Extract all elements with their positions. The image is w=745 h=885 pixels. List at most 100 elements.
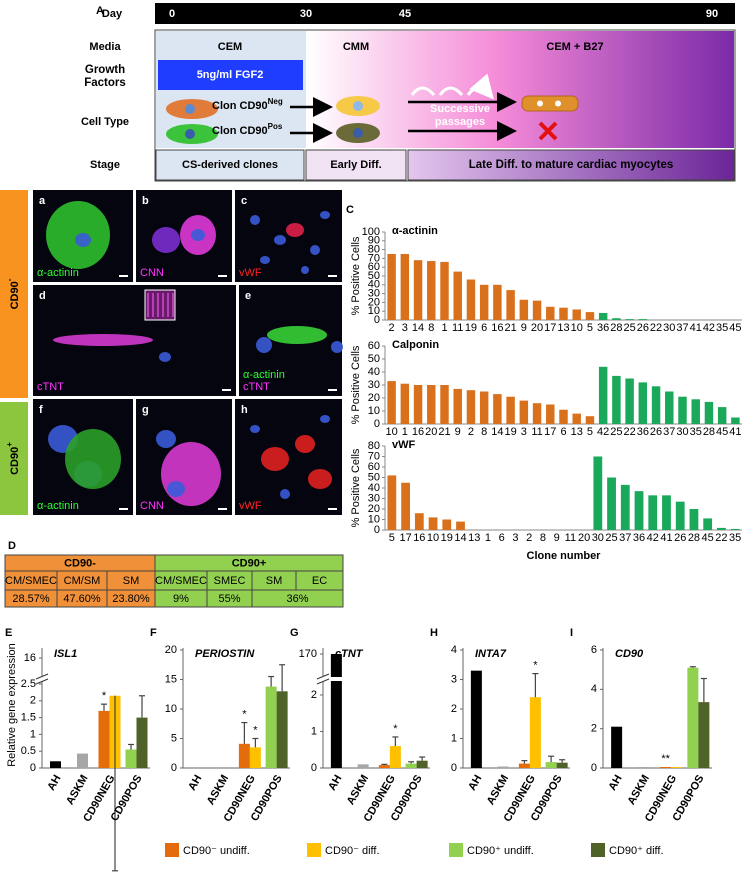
- media-label: CMM: [343, 41, 369, 53]
- bar: [687, 667, 699, 768]
- y-tick-label: 1: [30, 728, 36, 740]
- stage-label: CS-derived clones: [182, 159, 278, 171]
- legend-swatch: [591, 843, 605, 857]
- cell-blob: [320, 211, 330, 219]
- table-column: CM/SMEC: [5, 575, 57, 587]
- bar: [456, 521, 465, 530]
- bar: [665, 391, 674, 424]
- x-tick-label: AH: [326, 773, 344, 793]
- fgf2-box: [158, 60, 303, 90]
- y-tick-label: 15: [165, 673, 177, 685]
- bar: [612, 375, 621, 424]
- table-value: 9%: [173, 593, 189, 605]
- x-tick-label: 17: [399, 532, 411, 544]
- label-sup: Neg: [268, 97, 283, 106]
- x-tick-label: 37: [663, 426, 675, 438]
- x-tick-label: 28: [688, 532, 700, 544]
- bar: [125, 749, 137, 768]
- y-tick-label: 0: [30, 762, 36, 774]
- x-tick-label: 42: [597, 426, 609, 438]
- y-tick-label: 2: [591, 723, 597, 735]
- significance: **: [661, 753, 670, 765]
- cell-blob: [274, 235, 286, 245]
- legend-label: CD90⁺ undiff.: [467, 845, 534, 857]
- table-column: SM: [123, 575, 140, 587]
- y-tick-label: 20: [368, 392, 380, 404]
- y-tick-label: 1: [451, 732, 457, 744]
- bar: [519, 299, 529, 320]
- micrograph: [235, 190, 342, 282]
- bar: [625, 378, 634, 424]
- legend-swatch: [165, 843, 179, 857]
- significance: *: [102, 690, 107, 702]
- bar: [479, 284, 489, 320]
- table-column: SMEC: [214, 575, 246, 587]
- stage-box: [305, 149, 407, 181]
- x-tick-label: 10: [427, 532, 439, 544]
- y-tick-label: 80: [368, 244, 380, 256]
- y-tick-label: 10: [368, 305, 380, 317]
- bar: [413, 260, 423, 320]
- cell-blob: [53, 334, 153, 346]
- x-tick-label: 26: [674, 532, 686, 544]
- x-tick-label: 10: [571, 322, 583, 334]
- x-tick-label: ASKM: [64, 773, 91, 807]
- bar: [529, 697, 541, 768]
- stain-label: α-actinin: [37, 500, 79, 512]
- y-tick-label: 1: [311, 725, 317, 737]
- x-tick-label: 6: [481, 322, 487, 334]
- bar: [493, 284, 502, 320]
- bar: [330, 654, 342, 768]
- bar: [265, 686, 277, 768]
- y-tick-label: 2.5: [21, 678, 36, 690]
- y-axis-label: % Positive Cells: [350, 236, 362, 315]
- cell-blob: [260, 256, 270, 264]
- stage-box: [407, 149, 735, 181]
- y-tick-label: 0: [311, 762, 317, 774]
- cell-blob: [310, 245, 320, 255]
- y-tick-label: 30: [368, 379, 380, 391]
- bar: [717, 527, 726, 530]
- x-tick-label: 9: [521, 322, 527, 334]
- bar: [427, 261, 436, 320]
- bar: [559, 409, 568, 424]
- table-value: 55%: [218, 593, 240, 605]
- image-letter: h: [241, 404, 248, 416]
- image-letter: g: [142, 404, 149, 416]
- axis-break: [317, 676, 329, 682]
- image-letter: f: [39, 404, 43, 416]
- bar: [662, 495, 671, 530]
- bar: [572, 309, 581, 320]
- cross-icon: [538, 121, 558, 141]
- stain-label: α-actinin: [37, 267, 79, 279]
- chart-title: vWF: [392, 439, 416, 451]
- x-tick-label: 9: [455, 426, 461, 438]
- x-tick-label: 16: [413, 532, 425, 544]
- x-tick-label: 45: [702, 532, 714, 544]
- x-tick-label: 8: [428, 322, 434, 334]
- bar: [238, 743, 250, 768]
- significance: *: [242, 708, 247, 720]
- bar: [638, 382, 648, 424]
- x-tick-label: 20: [425, 426, 437, 438]
- x-tick-label: 22: [715, 532, 727, 544]
- x-tick-label: 20: [578, 532, 590, 544]
- y-tick-label: 6: [591, 644, 597, 656]
- cell-blob: [250, 215, 260, 225]
- x-tick-label: 22: [623, 426, 635, 438]
- chart-title: PERIOSTIN: [195, 648, 255, 660]
- bar: [357, 764, 369, 768]
- y-tick-label: 1.5: [21, 712, 36, 724]
- bar: [453, 271, 462, 320]
- image-letter: c: [241, 195, 247, 207]
- y-tick-label: 100: [362, 226, 380, 238]
- bar: [442, 519, 452, 530]
- y-tick-label: 2: [451, 703, 457, 715]
- cell-blob: [191, 229, 205, 241]
- x-tick-label: ASKM: [485, 773, 512, 807]
- x-tick-label: ASKM: [345, 773, 372, 807]
- legend-swatch: [449, 843, 463, 857]
- chart-title: Calponin: [392, 339, 439, 351]
- bar: [414, 513, 424, 530]
